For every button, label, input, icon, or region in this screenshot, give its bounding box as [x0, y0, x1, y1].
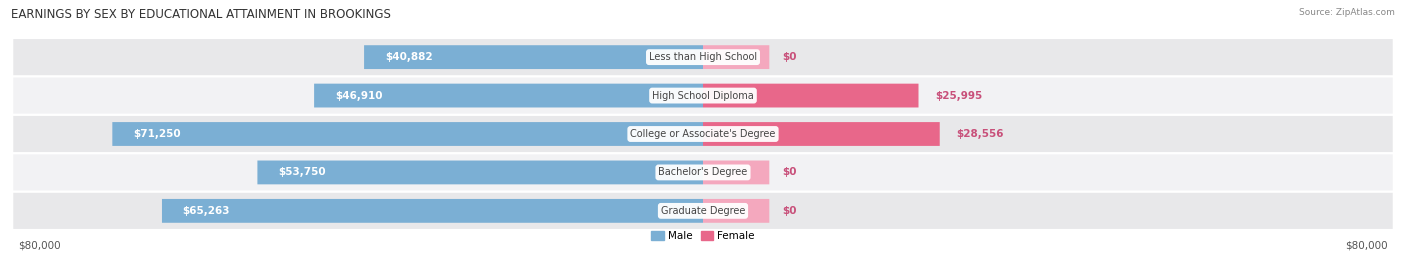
Text: $46,910: $46,910 — [335, 91, 382, 100]
Text: Less than High School: Less than High School — [650, 52, 756, 62]
Text: Bachelor's Degree: Bachelor's Degree — [658, 168, 748, 177]
FancyBboxPatch shape — [703, 161, 769, 184]
Text: $25,995: $25,995 — [935, 91, 983, 100]
FancyBboxPatch shape — [703, 122, 939, 146]
FancyBboxPatch shape — [13, 39, 1393, 75]
Text: High School Diploma: High School Diploma — [652, 91, 754, 100]
Text: $65,263: $65,263 — [183, 206, 231, 216]
FancyBboxPatch shape — [13, 116, 1393, 152]
FancyBboxPatch shape — [703, 84, 918, 107]
FancyBboxPatch shape — [112, 122, 703, 146]
Text: Graduate Degree: Graduate Degree — [661, 206, 745, 216]
FancyBboxPatch shape — [257, 161, 703, 184]
Text: $53,750: $53,750 — [278, 168, 326, 177]
FancyBboxPatch shape — [13, 77, 1393, 114]
FancyBboxPatch shape — [13, 154, 1393, 191]
Text: $40,882: $40,882 — [385, 52, 433, 62]
Text: $71,250: $71,250 — [134, 129, 181, 139]
Text: College or Associate's Degree: College or Associate's Degree — [630, 129, 776, 139]
Text: $28,556: $28,556 — [956, 129, 1004, 139]
Text: EARNINGS BY SEX BY EDUCATIONAL ATTAINMENT IN BROOKINGS: EARNINGS BY SEX BY EDUCATIONAL ATTAINMEN… — [11, 8, 391, 21]
FancyBboxPatch shape — [162, 199, 703, 223]
FancyBboxPatch shape — [703, 45, 769, 69]
FancyBboxPatch shape — [314, 84, 703, 107]
Text: $0: $0 — [782, 206, 796, 216]
Text: $0: $0 — [782, 168, 796, 177]
FancyBboxPatch shape — [364, 45, 703, 69]
Text: $0: $0 — [782, 52, 796, 62]
FancyBboxPatch shape — [703, 199, 769, 223]
FancyBboxPatch shape — [13, 193, 1393, 229]
Text: Source: ZipAtlas.com: Source: ZipAtlas.com — [1299, 8, 1395, 17]
Legend: Male, Female: Male, Female — [651, 231, 755, 241]
